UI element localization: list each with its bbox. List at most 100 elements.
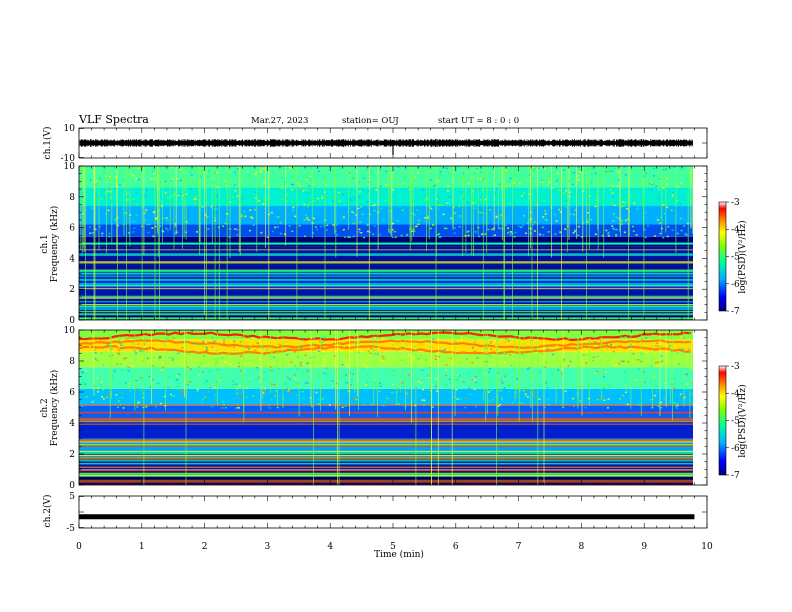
spectrogram-speckle xyxy=(317,398,320,401)
spectrogram-speckle xyxy=(415,223,418,225)
spectrogram-line xyxy=(79,474,693,477)
spectrogram-speckle xyxy=(667,226,670,228)
spectrogram-speckle xyxy=(413,346,416,348)
spectrogram-line xyxy=(79,297,693,299)
spectrogram-speckle xyxy=(102,364,105,366)
spectrogram-speckle xyxy=(135,388,137,390)
spectrogram-speckle xyxy=(102,342,105,344)
spectrogram-speckle xyxy=(416,209,419,211)
spectrogram-speckle xyxy=(338,200,341,202)
spectrogram-speckle xyxy=(424,350,427,352)
spectrogram-speckle xyxy=(569,213,572,215)
spectrogram-line xyxy=(79,275,693,277)
spectrogram-speckle xyxy=(660,355,663,357)
spectrogram-speckle xyxy=(587,347,590,349)
spectrogram-speckle xyxy=(207,228,210,230)
spectrogram-line xyxy=(79,311,693,313)
spectrogram-speckle xyxy=(277,352,280,354)
spectrogram-speckle xyxy=(489,209,492,211)
spectrogram-speckle xyxy=(523,215,526,217)
spectrogram-speckle xyxy=(471,190,474,192)
spectrogram-speckle xyxy=(154,225,157,228)
spectrogram-speckle xyxy=(120,344,122,346)
spectrogram-speckle xyxy=(637,372,640,375)
spectrogram-speckle xyxy=(577,225,580,228)
spectrogram-speckle xyxy=(384,200,387,202)
spectrogram-speckle xyxy=(532,169,535,171)
spectrogram-speckle xyxy=(189,368,192,370)
spectrogram-speckle xyxy=(680,336,683,338)
spectrogram-speckle xyxy=(190,174,193,176)
spectrogram-speckle xyxy=(101,235,104,237)
spectrogram-speckle xyxy=(438,166,441,169)
spectrogram-speckle xyxy=(221,401,224,403)
spectrogram-speckle xyxy=(354,204,357,206)
spectrogram-speckle xyxy=(530,228,533,230)
spectrogram-speckle xyxy=(101,396,104,398)
spectrogram-speckle xyxy=(100,219,103,221)
spectrogram-speckle xyxy=(266,219,269,222)
spectrogram-speckle xyxy=(658,345,660,348)
spectrogram-speckle xyxy=(369,231,371,233)
spectrogram-speckle xyxy=(367,200,370,203)
y-tick-label: 6 xyxy=(69,388,75,398)
spectrogram-speckle xyxy=(190,346,193,348)
spectrogram-speckle xyxy=(518,182,521,185)
spectrogram-speckle xyxy=(431,384,434,386)
spectrogram-speckle xyxy=(149,386,152,388)
spectrogram-speckle xyxy=(591,390,594,392)
spectrogram-speckle xyxy=(503,351,506,354)
spectrogram-band xyxy=(79,351,693,368)
spectrogram-speckle xyxy=(450,170,453,172)
spectrogram-speckle xyxy=(176,178,179,180)
spectrogram-speckle xyxy=(499,390,502,392)
spectrogram-speckle xyxy=(281,177,284,179)
spectrogram-speckle xyxy=(579,366,582,368)
spectrogram-speckle xyxy=(307,219,310,221)
spectrogram-speckle xyxy=(454,227,456,229)
spectrogram-speckle xyxy=(489,390,491,392)
spectrogram-speckle xyxy=(234,171,237,173)
spectrogram-speckle xyxy=(111,354,113,357)
spectrogram-speckle xyxy=(605,229,608,232)
spectrogram-speckle xyxy=(606,407,609,409)
spectrogram-speckle xyxy=(260,347,263,349)
spectrogram-speckle xyxy=(498,183,501,186)
spectrogram-speckle xyxy=(623,231,626,234)
spectrogram-speckle xyxy=(325,184,328,186)
spectrogram-speckle xyxy=(657,405,660,407)
spectrogram-speckle xyxy=(357,231,360,233)
spectrogram-speckle xyxy=(369,172,372,175)
spectrogram-speckle xyxy=(507,227,510,229)
spectrogram-speckle xyxy=(419,169,422,172)
spectrogram-speckle xyxy=(145,171,148,174)
spectrogram-speckle xyxy=(262,203,265,205)
spectrogram-speckle xyxy=(293,374,296,376)
spectrogram-speckle xyxy=(290,361,293,364)
spectrogram-speckle xyxy=(568,195,571,198)
spectrogram-speckle xyxy=(373,225,376,227)
spectrogram-speckle xyxy=(656,342,659,344)
spectrogram-speckle xyxy=(307,204,310,206)
spectrogram-speckle xyxy=(528,193,531,195)
spectrogram-speckle xyxy=(573,171,575,174)
spectrogram-speckle xyxy=(671,229,674,231)
spectrogram-speckle xyxy=(337,168,340,171)
spectrogram-speckle xyxy=(177,194,180,197)
spectrogram-speckle xyxy=(331,199,334,201)
spectrogram-speckle xyxy=(248,352,251,355)
spectrogram-speckle xyxy=(363,236,365,239)
spectrogram-speckle xyxy=(279,168,281,170)
spectrogram-speckle xyxy=(606,173,609,175)
spectrogram-speckle xyxy=(309,187,312,190)
spectrogram-speckle xyxy=(123,212,126,214)
spectrogram-speckle xyxy=(200,170,203,173)
spectrogram-speckle xyxy=(644,236,647,239)
spectrogram-speckle xyxy=(89,232,92,235)
spectrogram-speckle xyxy=(624,336,627,338)
spectrogram-speckle xyxy=(611,342,614,345)
spectrogram-speckle xyxy=(595,388,598,391)
spectrogram-speckle xyxy=(467,182,470,185)
spectrogram-speckle xyxy=(180,193,183,195)
spectrogram-speckle xyxy=(290,188,293,191)
